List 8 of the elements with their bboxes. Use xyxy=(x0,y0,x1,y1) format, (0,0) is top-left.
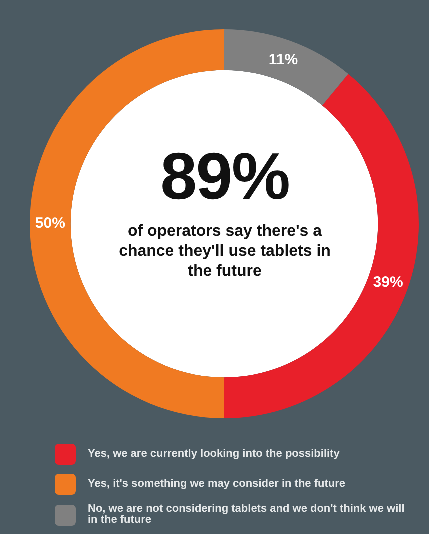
data-label: 50% xyxy=(35,215,66,232)
text: of operators say there's a chance they'll use tablets in the future xyxy=(118,222,332,282)
legend-label: No, we are not considering tablets and we don't think we will in the future xyxy=(88,503,406,526)
legend-label: Yes, it's something we may consider in the future xyxy=(88,478,346,490)
data-label: 39% xyxy=(373,274,404,292)
data-label: 11% xyxy=(268,51,298,68)
text: 89% xyxy=(159,139,291,213)
legend-label: Yes, we are currently looking into the possibility xyxy=(88,448,340,460)
